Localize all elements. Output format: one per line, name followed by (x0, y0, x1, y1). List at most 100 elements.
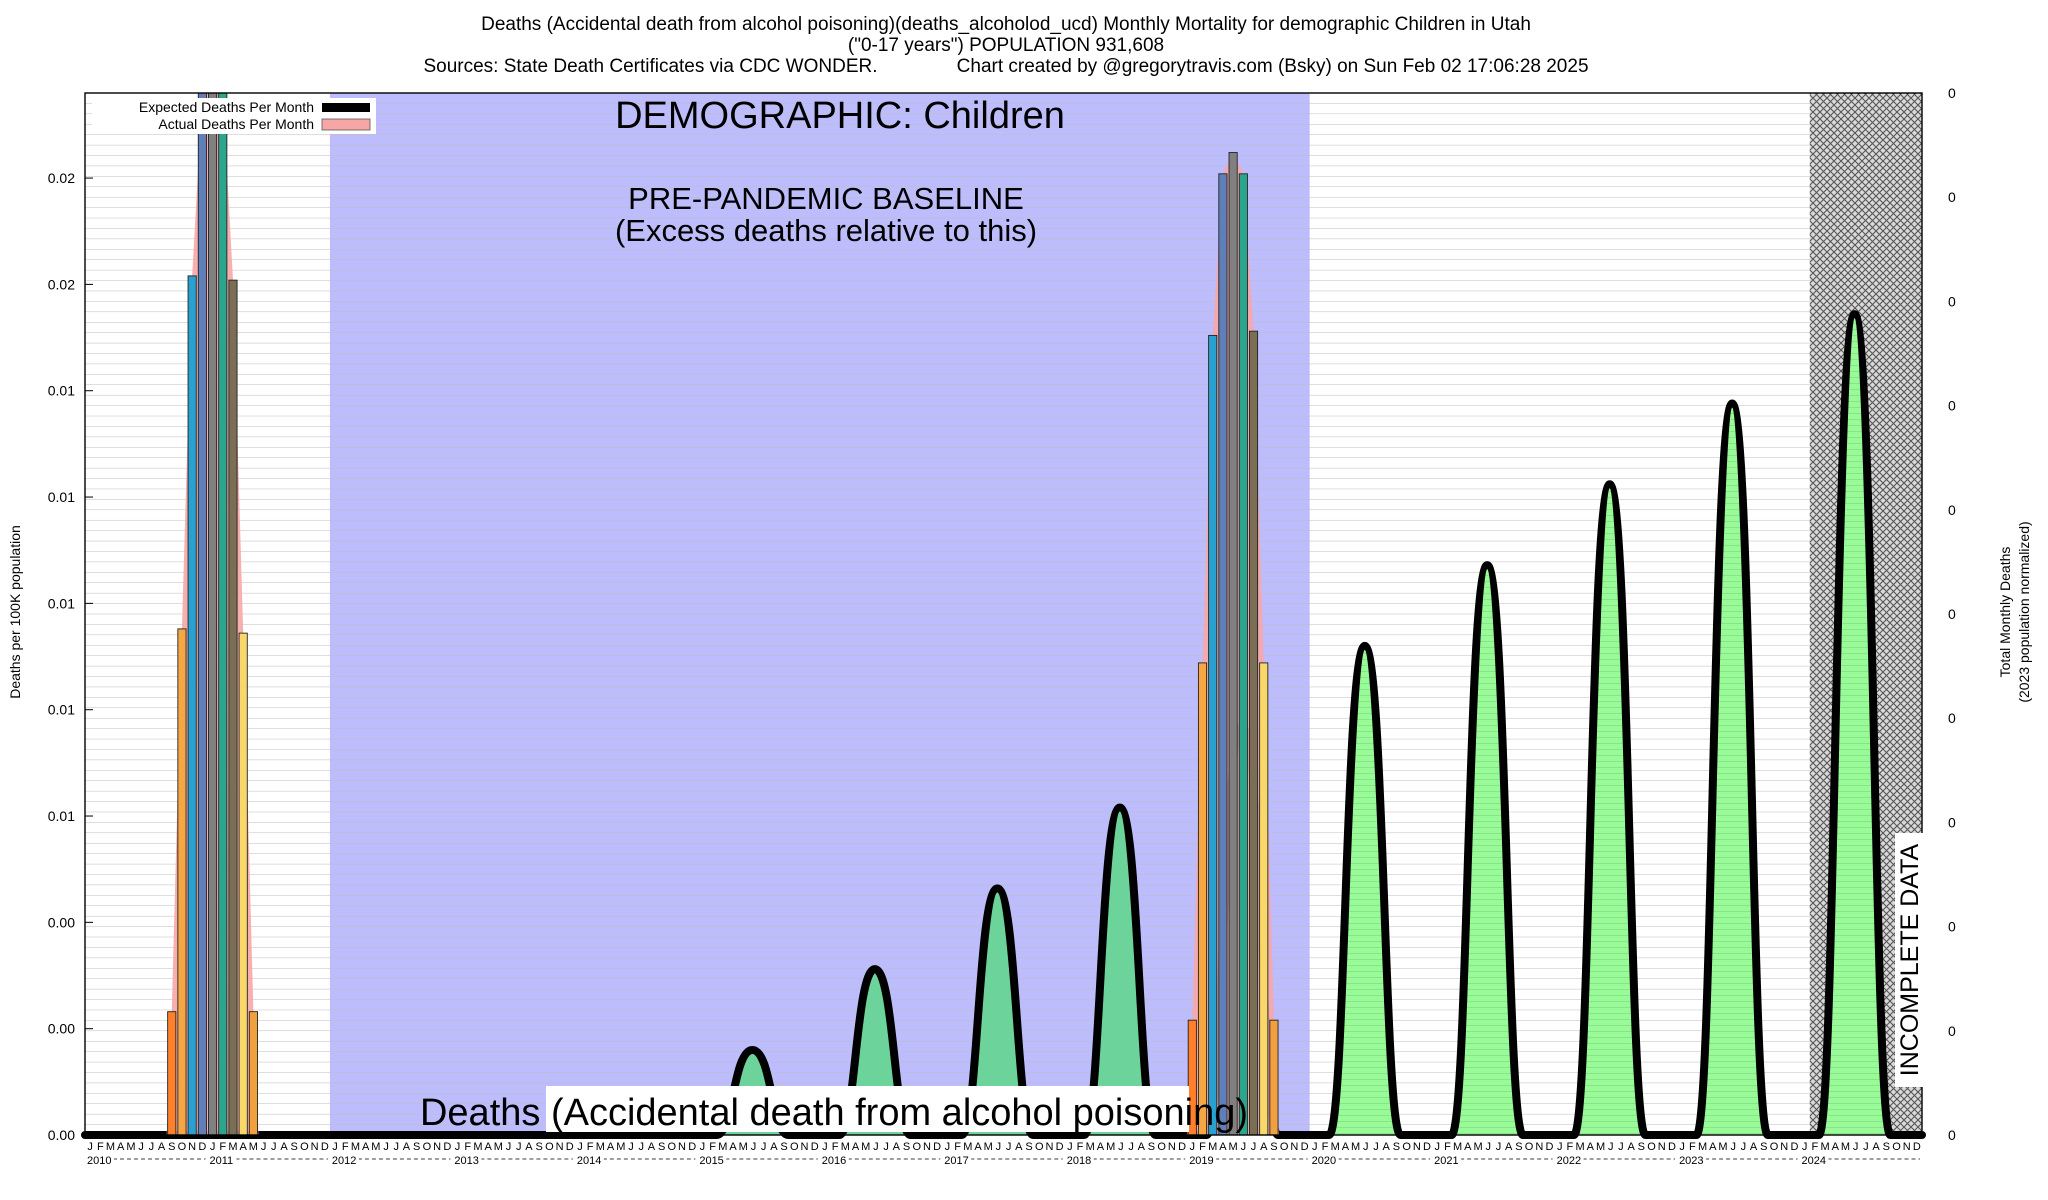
x-month-label: M (473, 1141, 482, 1153)
x-month-label: S (535, 1141, 542, 1153)
x-month-label: J (1802, 1141, 1808, 1153)
x-month-label: A (1587, 1141, 1595, 1153)
plot-area: 0.00 0.00 0.00 0.01 0.01 0.01 0.01 0.01 0.02 0.02… (48, 85, 1956, 1167)
x-month-label: J (1863, 1141, 1869, 1153)
x-month-label: S (1270, 1141, 1277, 1153)
x-month-label: N (433, 1141, 441, 1153)
bottom-title-background (546, 1086, 1189, 1132)
x-month-label: A (1505, 1141, 1513, 1153)
x-year-label-bg (1678, 1153, 1707, 1166)
actual-deaths-bar (1259, 662, 1269, 1136)
actual-deaths-bar (238, 632, 248, 1136)
y-tick-label: 0.01 (48, 702, 75, 718)
x-month-label: F (1567, 1141, 1574, 1153)
x-month-label: M (963, 1141, 972, 1153)
x-month-label: S (658, 1141, 665, 1153)
y2-tick-label: 0 (1948, 814, 1956, 830)
x-month-label: O (545, 1141, 554, 1153)
x-month-label: J (516, 1141, 522, 1153)
x-month-label: M (494, 1141, 503, 1153)
x-month-label: D (321, 1141, 329, 1153)
y2-tick-label: 0 (1948, 293, 1956, 309)
x-month-label: F (709, 1141, 716, 1153)
actual-deaths-bar (228, 279, 238, 1136)
x-month-label: F (832, 1141, 839, 1153)
x-year-label: 2013 (454, 1155, 478, 1167)
x-month-label: N (1535, 1141, 1543, 1153)
x-month-label: S (1760, 1141, 1767, 1153)
x-month-label: F (1444, 1141, 1451, 1153)
actual-deaths-bar (167, 1011, 177, 1136)
x-month-label: N (1045, 1141, 1053, 1153)
demographic-annotation: DEMOGRAPHIC: Children (615, 95, 1065, 137)
y-tick-label: 0.00 (48, 1127, 75, 1143)
x-year-label: 2018 (1067, 1155, 1091, 1167)
x-month-label: S (1025, 1141, 1032, 1153)
x-month-label: D (811, 1141, 819, 1153)
x-month-label: A (158, 1141, 166, 1153)
x-month-label: A (1872, 1141, 1880, 1153)
x-month-label: S (780, 1141, 787, 1153)
legend-swatch-actual (321, 118, 371, 131)
x-month-label: J (1730, 1141, 1736, 1153)
y-tick-label: 0.00 (48, 1021, 75, 1037)
x-month-label: M (1106, 1141, 1115, 1153)
x-month-label: J (1679, 1141, 1685, 1153)
x-month-label: J (1006, 1141, 1012, 1153)
x-month-label: M (1576, 1141, 1585, 1153)
x-month-label: S (1883, 1141, 1890, 1153)
x-month-label: M (1698, 1141, 1707, 1153)
x-year-label: 2016 (822, 1155, 846, 1167)
x-month-label: J (1496, 1141, 1502, 1153)
x-month-label: M (126, 1141, 135, 1153)
y-tick-label: 0.02 (48, 170, 75, 186)
x-year-label: 2023 (1679, 1155, 1703, 1167)
x-year-label: 2019 (1189, 1155, 1213, 1167)
x-month-label: J (455, 1141, 461, 1153)
actual-deaths-bar (1228, 152, 1238, 1136)
x-month-label: A (240, 1141, 248, 1153)
x-month-label: M (1841, 1141, 1850, 1153)
y2-axis-ticks: 0 0 0 0 0 0 0 0 0 0 0 (1948, 85, 1956, 1143)
x-month-label: M (1331, 1141, 1340, 1153)
x-month-label: A (1832, 1141, 1840, 1153)
y-tick-label: 0.02 (48, 276, 75, 292)
x-year-label-bg (330, 1153, 359, 1166)
x-month-label: J (1067, 1141, 1073, 1153)
x-month-label: S (1393, 1141, 1400, 1153)
y2-tick-label: 0 (1948, 85, 1956, 101)
x-month-label: M (1086, 1141, 1095, 1153)
y2-tick-label: 0 (1948, 398, 1956, 414)
x-month-label: N (923, 1141, 931, 1153)
x-month-label: D (688, 1141, 696, 1153)
actual-deaths-series (166, 92, 1280, 1136)
x-month-label: D (1178, 1141, 1186, 1153)
x-month-label: N (188, 1141, 196, 1153)
x-month-label: J (577, 1141, 583, 1153)
chart-subtitle: ("0-17 years") POPULATION 931,608 (848, 35, 1164, 56)
x-month-label: S (1148, 1141, 1155, 1153)
expected-peak-pattern-2022 (1573, 484, 1646, 1136)
x-year-label: 2024 (1802, 1155, 1826, 1167)
x-year-label-bg (575, 1153, 604, 1166)
x-month-label: F (587, 1141, 594, 1153)
x-month-label: M (249, 1141, 258, 1153)
x-month-label: A (729, 1141, 737, 1153)
x-month-label: D (1056, 1141, 1064, 1153)
x-month-label: D (566, 1141, 574, 1153)
y2-axis-title-line1: Total Monthly Deaths (1997, 547, 2013, 678)
actual-deaths-bar (208, 92, 218, 1136)
x-month-label: J (1312, 1141, 1318, 1153)
x-month-label: N (1658, 1141, 1666, 1153)
x-month-label: A (280, 1141, 288, 1153)
x-month-label: F (1322, 1141, 1329, 1153)
x-month-label: J (1241, 1141, 1247, 1153)
x-month-label: D (1423, 1141, 1431, 1153)
x-month-label: A (1342, 1141, 1350, 1153)
x-month-label: A (1627, 1141, 1635, 1153)
x-year-label: 2010 (87, 1155, 111, 1167)
legend-swatch-expected (322, 103, 370, 112)
x-year-label: 2014 (577, 1155, 601, 1167)
x-month-label: M (984, 1141, 993, 1153)
